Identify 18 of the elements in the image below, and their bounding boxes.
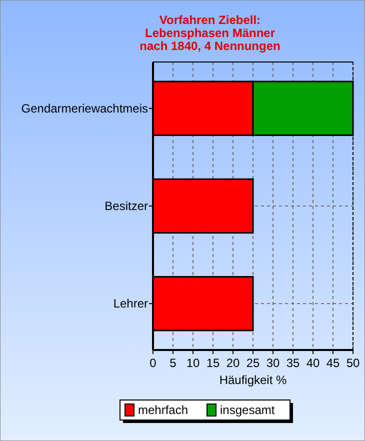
x-tick-label: 30 [266, 356, 280, 370]
x-axis-title: Häufigkeit % [219, 373, 288, 387]
y-tick-label: Gendarmeriewachtmeis [21, 101, 148, 116]
x-tick-label: 45 [326, 356, 340, 370]
x-tick-label: 35 [286, 356, 300, 370]
legend-label: mehrfach [138, 403, 188, 417]
chart-title: Vorfahren Ziebell: Lebensphasen Männer nach 1840, 4 Nennungen [140, 13, 280, 53]
x-tick-label: 15 [206, 356, 220, 370]
x-tick-label: 10 [186, 356, 200, 370]
y-tick-label: Lehrer [113, 296, 148, 311]
x-tick-label: 25 [246, 356, 260, 370]
x-tick-label: 5 [170, 356, 177, 370]
x-tick-label: 0 [150, 356, 157, 370]
y-tick-label: Besitzer [104, 199, 148, 213]
x-tick-label: 20 [226, 356, 240, 370]
x-tick-label: 40 [306, 356, 320, 370]
legend-label: insgesamt [220, 403, 276, 417]
x-tick-label: 50 [346, 356, 360, 370]
